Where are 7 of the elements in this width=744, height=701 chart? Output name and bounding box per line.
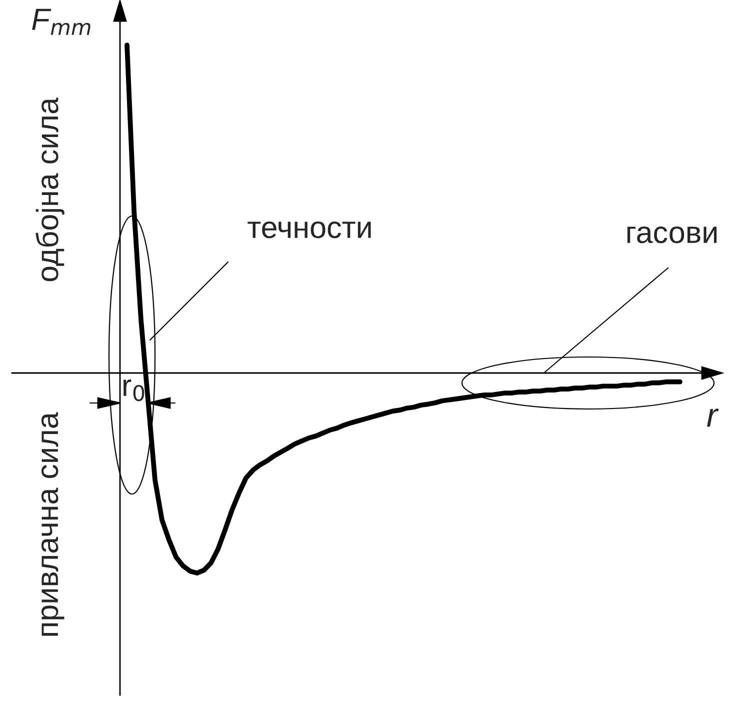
annotation: гасови bbox=[627, 226, 717, 244]
x-axis-title: r bbox=[707, 408, 719, 427]
y-axis-title: F$_{mm}$ bbox=[32, 8, 90, 35]
annotation: r$_{0}$ bbox=[124, 379, 144, 402]
text: одбојна сила bbox=[36, 98, 64, 282]
annotation: течности bbox=[248, 221, 371, 238]
text: привлачна сила bbox=[41, 412, 64, 636]
